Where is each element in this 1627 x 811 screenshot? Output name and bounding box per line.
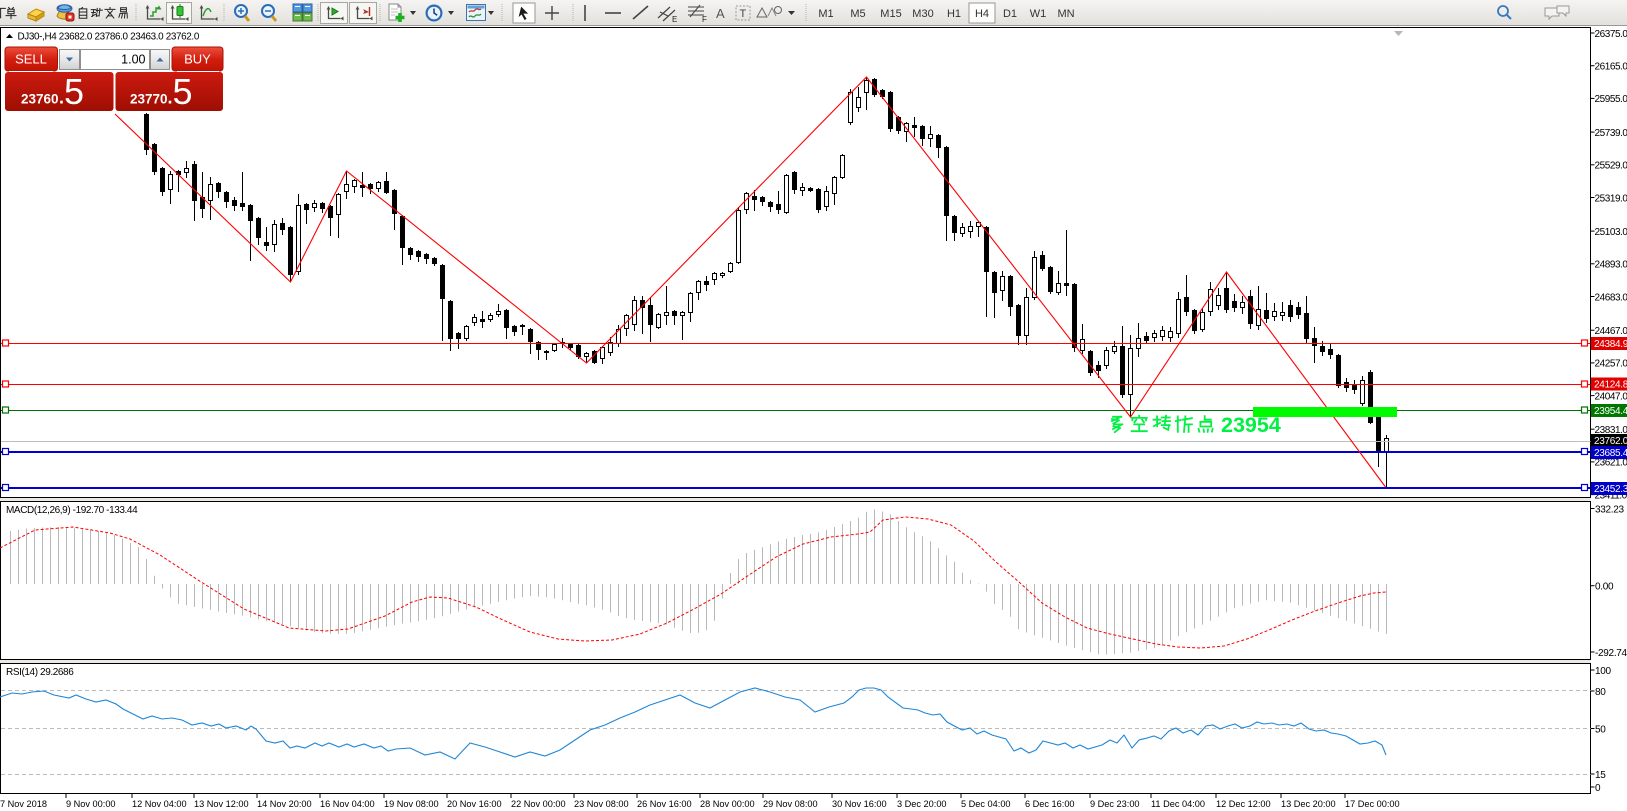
svg-text:28 Nov 00:00: 28 Nov 00:00 bbox=[700, 799, 755, 809]
svg-text:H4: H4 bbox=[975, 8, 989, 20]
svg-text:6 Dec 16:00: 6 Dec 16:00 bbox=[1025, 799, 1075, 809]
svg-text:13 Nov 12:00: 13 Nov 12:00 bbox=[194, 799, 249, 809]
svg-text:M30: M30 bbox=[912, 8, 933, 20]
svg-text:SELL: SELL bbox=[15, 52, 47, 67]
svg-text:23685.4: 23685.4 bbox=[1594, 448, 1627, 459]
svg-text:25955.0: 25955.0 bbox=[1595, 94, 1627, 105]
svg-text:24683.0: 24683.0 bbox=[1595, 292, 1627, 303]
svg-text:0.00: 0.00 bbox=[1595, 582, 1614, 593]
svg-text:23954.4: 23954.4 bbox=[1594, 406, 1627, 417]
svg-text:T: T bbox=[740, 8, 747, 20]
svg-text:24893.0: 24893.0 bbox=[1595, 260, 1627, 271]
svg-text:25103.0: 25103.0 bbox=[1595, 227, 1627, 238]
svg-text:M15: M15 bbox=[880, 8, 901, 20]
svg-text:BUY: BUY bbox=[184, 52, 211, 67]
svg-text:19 Nov 08:00: 19 Nov 08:00 bbox=[384, 799, 439, 809]
svg-text:24047.0: 24047.0 bbox=[1595, 391, 1627, 402]
svg-text:17 Dec 00:00: 17 Dec 00:00 bbox=[1345, 799, 1400, 809]
svg-text:26 Nov 16:00: 26 Nov 16:00 bbox=[637, 799, 692, 809]
svg-text:24384.9: 24384.9 bbox=[1594, 339, 1627, 350]
svg-text:25319.0: 25319.0 bbox=[1595, 193, 1627, 204]
svg-text:H1: H1 bbox=[947, 8, 961, 20]
svg-text:23 Nov 08:00: 23 Nov 08:00 bbox=[574, 799, 629, 809]
svg-text:14 Nov 20:00: 14 Nov 20:00 bbox=[257, 799, 312, 809]
svg-text:12 Nov 04:00: 12 Nov 04:00 bbox=[132, 799, 187, 809]
svg-text:22 Nov 00:00: 22 Nov 00:00 bbox=[511, 799, 566, 809]
svg-text:100: 100 bbox=[1595, 666, 1612, 677]
svg-text:23954: 23954 bbox=[1221, 413, 1281, 437]
svg-text:16 Nov 04:00: 16 Nov 04:00 bbox=[320, 799, 375, 809]
svg-text:23762.0: 23762.0 bbox=[1594, 436, 1627, 447]
svg-text:3 Dec 20:00: 3 Dec 20:00 bbox=[897, 799, 947, 809]
svg-text:F: F bbox=[702, 15, 707, 24]
svg-text:7 Nov 2018: 7 Nov 2018 bbox=[0, 799, 47, 809]
svg-text:80: 80 bbox=[1595, 687, 1606, 698]
svg-text:13 Dec 20:00: 13 Dec 20:00 bbox=[1281, 799, 1336, 809]
svg-text:9 Nov 00:00: 9 Nov 00:00 bbox=[66, 799, 116, 809]
svg-text:20 Nov 16:00: 20 Nov 16:00 bbox=[447, 799, 502, 809]
svg-text:30 Nov 16:00: 30 Nov 16:00 bbox=[832, 799, 887, 809]
svg-text:RSI(14) 29.2686: RSI(14) 29.2686 bbox=[6, 667, 74, 678]
svg-text:.: . bbox=[168, 88, 173, 108]
svg-text:23760: 23760 bbox=[21, 92, 59, 107]
svg-text:W1: W1 bbox=[1030, 8, 1047, 20]
svg-text:M1: M1 bbox=[818, 8, 833, 20]
svg-text:24124.8: 24124.8 bbox=[1594, 380, 1627, 391]
svg-text:.: . bbox=[59, 88, 64, 108]
svg-text:5 Dec 04:00: 5 Dec 04:00 bbox=[961, 799, 1011, 809]
svg-text:9 Dec 23:00: 9 Dec 23:00 bbox=[1090, 799, 1140, 809]
svg-text:DJ30-,H4 23682.0 23786.0 2346: DJ30-,H4 23682.0 23786.0 23463.0 23762.0 bbox=[18, 32, 200, 43]
svg-text:24467.0: 24467.0 bbox=[1595, 326, 1627, 337]
svg-text:25529.0: 25529.0 bbox=[1595, 161, 1627, 172]
svg-text:15: 15 bbox=[1595, 770, 1606, 781]
svg-text:5: 5 bbox=[64, 71, 84, 112]
svg-text:E: E bbox=[672, 15, 677, 24]
svg-text:0: 0 bbox=[1595, 783, 1601, 794]
svg-text:12 Dec 12:00: 12 Dec 12:00 bbox=[1216, 799, 1271, 809]
svg-text:332.23: 332.23 bbox=[1595, 504, 1625, 515]
svg-text:23621.0: 23621.0 bbox=[1595, 458, 1627, 469]
svg-text:23831.0: 23831.0 bbox=[1595, 425, 1627, 436]
svg-text:23770: 23770 bbox=[130, 92, 168, 107]
svg-text:-292.74: -292.74 bbox=[1595, 648, 1627, 659]
svg-text:MACD(12,26,9) -192.70 -133.44: MACD(12,26,9) -192.70 -133.44 bbox=[6, 505, 138, 516]
svg-text:26375.0: 26375.0 bbox=[1595, 29, 1627, 40]
svg-text:29 Nov 08:00: 29 Nov 08:00 bbox=[763, 799, 818, 809]
svg-text:5: 5 bbox=[173, 71, 193, 112]
svg-text:26165.0: 26165.0 bbox=[1595, 62, 1627, 73]
svg-text:D1: D1 bbox=[1003, 8, 1017, 20]
svg-text:A: A bbox=[716, 6, 725, 21]
svg-text:23411.0: 23411.0 bbox=[1595, 490, 1627, 501]
svg-text:25739.0: 25739.0 bbox=[1595, 128, 1627, 139]
svg-text:50: 50 bbox=[1595, 724, 1606, 735]
svg-text:M5: M5 bbox=[850, 8, 865, 20]
svg-text:1.00: 1.00 bbox=[121, 53, 145, 67]
svg-text:24257.0: 24257.0 bbox=[1595, 359, 1627, 370]
svg-text:MN: MN bbox=[1057, 8, 1074, 20]
svg-text:23452.3: 23452.3 bbox=[1594, 484, 1627, 495]
svg-text:11 Dec 04:00: 11 Dec 04:00 bbox=[1151, 799, 1205, 809]
